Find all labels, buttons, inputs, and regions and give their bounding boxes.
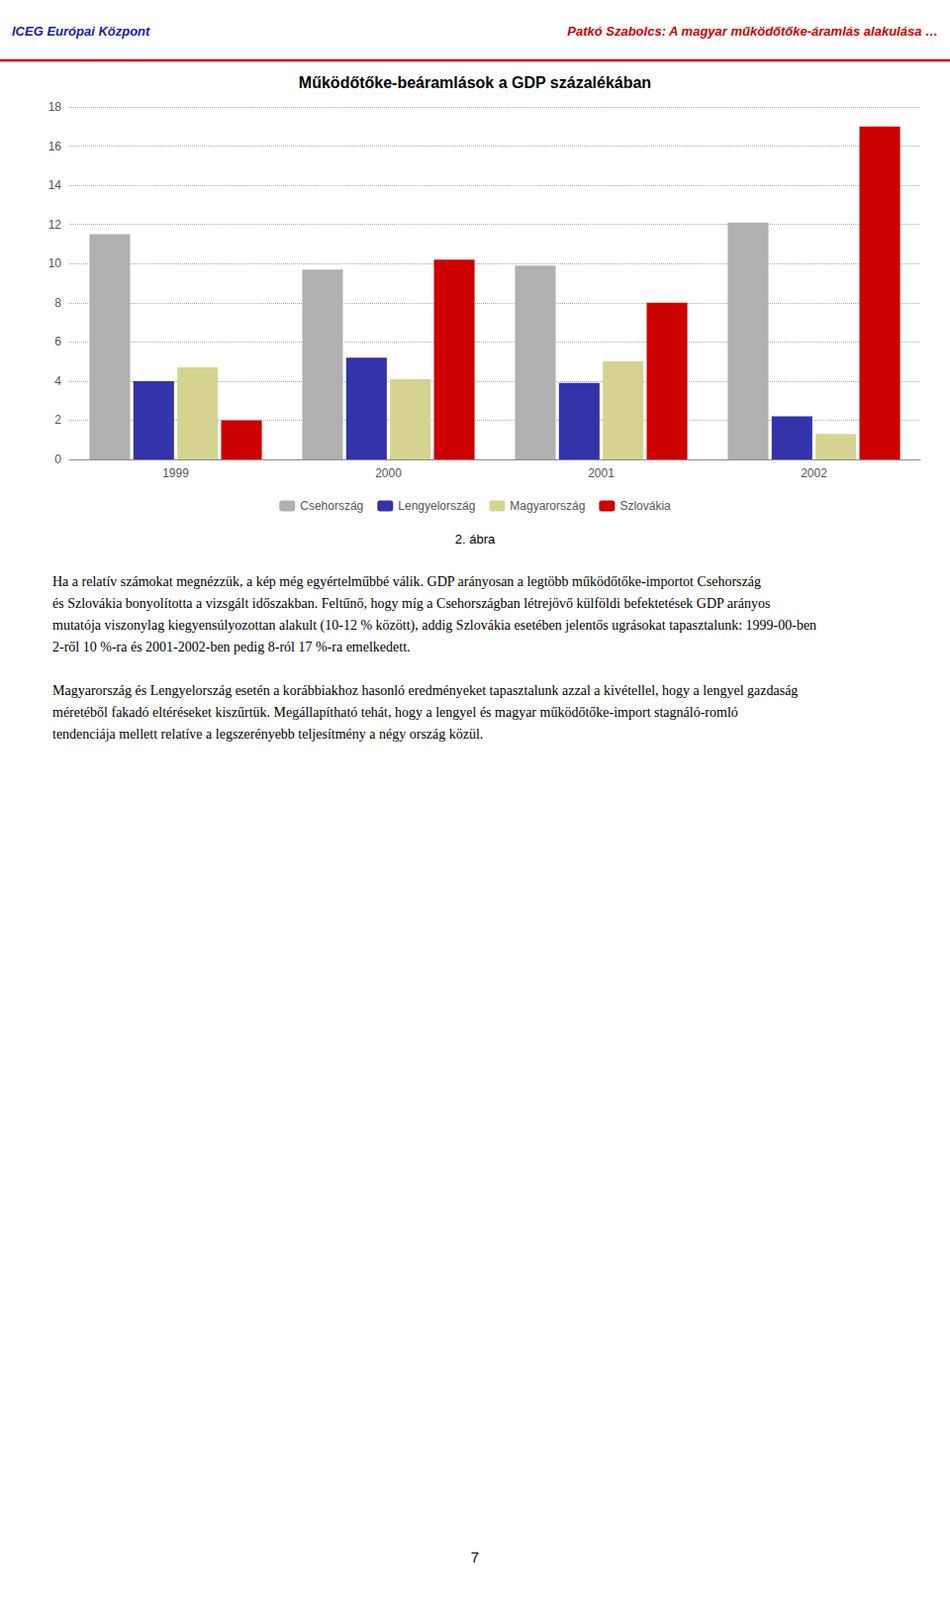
svg-text:Patkó Szabolcs: A magyar működ: Patkó Szabolcs: A magyar működőtőke-áram… — [567, 23, 939, 39]
svg-text:10: 10 — [48, 256, 63, 271]
svg-text:Lengyelország: Lengyelország — [397, 498, 475, 513]
svg-text:18: 18 — [48, 99, 63, 114]
svg-text:2. ábra: 2. ábra — [455, 531, 496, 547]
svg-text:7: 7 — [471, 1547, 479, 1565]
svg-text:méretéből fakadó eltéréseket k: méretéből fakadó eltéréseket kiszűrtük. … — [52, 704, 742, 720]
svg-text:16: 16 — [48, 139, 63, 154]
svg-text:Szlovákia: Szlovákia — [619, 498, 671, 513]
svg-text:8: 8 — [54, 295, 62, 310]
svg-text:4: 4 — [54, 374, 62, 388]
svg-text:12: 12 — [48, 217, 63, 232]
svg-text:2: 2 — [54, 412, 62, 427]
svg-text:és Szlovákia bonyolította a vi: és Szlovákia bonyolította a vizsgált idő… — [52, 595, 774, 611]
svg-text:Magyarország és Lengyelország: Magyarország és Lengyelország esetén a k… — [52, 682, 802, 698]
svg-text:mutatója viszonylag kiegyensúl: mutatója viszonylag kiegyensúlyozottan a… — [52, 617, 821, 634]
svg-text:Csehország: Csehország — [299, 498, 364, 513]
svg-text:14: 14 — [48, 178, 63, 192]
svg-text:Ha a relatív számokat megnézzü: Ha a relatív számokat megnézzük, a kép m… — [52, 573, 764, 589]
svg-text:Működőtőke-beáramlások a GDP s: Működőtőke-beáramlások a GDP százalékába… — [298, 74, 652, 92]
svg-text:ICEG Európai Központ: ICEG Európai Központ — [11, 23, 151, 39]
svg-text:2001: 2001 — [587, 466, 615, 480]
svg-text:6: 6 — [54, 334, 62, 349]
svg-text:tendenciája mellett relatíve a: tendenciája mellett relatíve a legszerén… — [52, 726, 483, 742]
svg-text:2000: 2000 — [375, 466, 402, 480]
svg-text:1999: 1999 — [162, 466, 190, 480]
svg-text:2-ről 10 %-ra és 2001-2002-ben: 2-ről 10 %-ra és 2001-2002-ben pedig 8-r… — [52, 639, 411, 655]
svg-text:Magyarország: Magyarország — [509, 498, 585, 513]
svg-text:0: 0 — [54, 452, 62, 467]
svg-text:2002: 2002 — [800, 466, 828, 480]
